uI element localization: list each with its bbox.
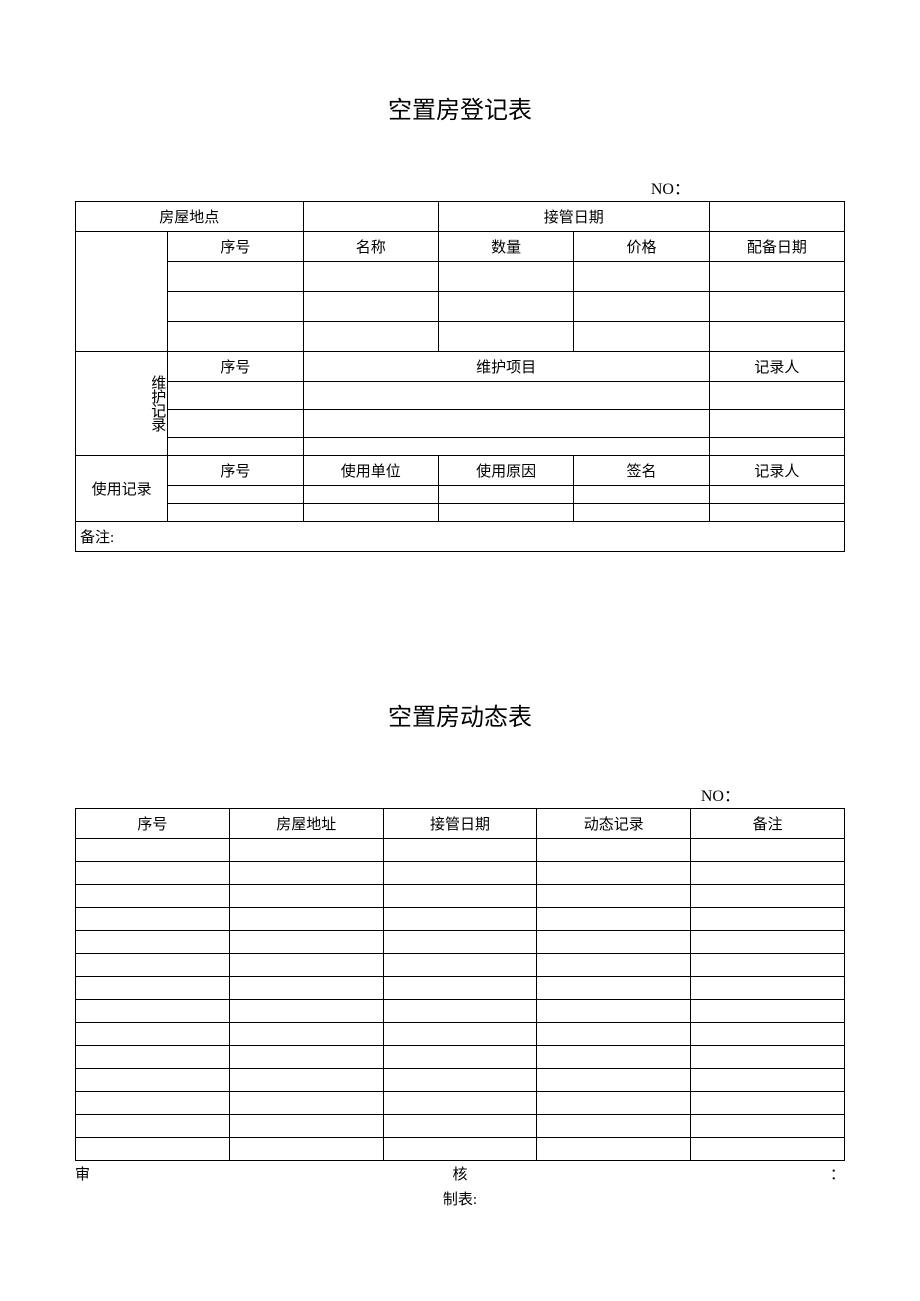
dyn-seq: 序号 (76, 809, 230, 839)
use-recorder: 记录人 (709, 456, 844, 486)
audit-b: 核 (452, 1163, 467, 1184)
dyn-row (76, 1092, 845, 1115)
dyn-row (76, 1046, 845, 1069)
takeover-label: 接管日期 (438, 202, 709, 232)
location-value (303, 202, 438, 232)
equip-qty: 数量 (438, 232, 573, 262)
location-label: 房屋地点 (76, 202, 304, 232)
dyn-row (76, 1115, 845, 1138)
dyn-row (76, 977, 845, 1000)
dyn-row (76, 908, 845, 931)
maint-row (76, 410, 845, 438)
use-header-row: 使用记录 序号 使用单位 使用原因 签名 记录人 (76, 456, 845, 486)
dyn-row (76, 1069, 845, 1092)
maint-section-label: 维护记录 (76, 352, 168, 456)
dyn-record: 动态记录 (537, 809, 691, 839)
maint-row (76, 382, 845, 410)
use-seq: 序号 (168, 456, 303, 486)
dyn-row (76, 862, 845, 885)
maint-row (76, 438, 845, 456)
remarks-row: 备注: (76, 522, 845, 552)
registration-table: 房屋地点 接管日期 序号 名称 数量 价格 配备日期 维护记录 序号 维护项目 … (75, 201, 845, 552)
form2-title: 空置房动态表 (75, 697, 845, 732)
takeover-value (709, 202, 844, 232)
equip-section-label (76, 232, 168, 352)
footer-audit: 审 核 ： (75, 1161, 845, 1186)
equip-row (76, 262, 845, 292)
equip-date: 配备日期 (709, 232, 844, 262)
row-location: 房屋地点 接管日期 (76, 202, 845, 232)
maint-seq: 序号 (168, 352, 303, 382)
use-unit: 使用单位 (303, 456, 438, 486)
dyn-row (76, 885, 845, 908)
dyn-takeover: 接管日期 (383, 809, 537, 839)
equip-price: 价格 (574, 232, 709, 262)
remarks-label: 备注: (76, 522, 845, 552)
use-row (76, 504, 845, 522)
maint-recorder: 记录人 (709, 352, 844, 382)
footer-maker: 制表: (75, 1186, 845, 1211)
form1-no-label: NO： (75, 175, 845, 199)
equip-header-row: 序号 名称 数量 价格 配备日期 (76, 232, 845, 262)
audit-colon: ： (830, 1163, 845, 1184)
maint-project: 维护项目 (303, 352, 709, 382)
dyn-row (76, 839, 845, 862)
dyn-row (76, 931, 845, 954)
maint-header-row: 维护记录 序号 维护项目 记录人 (76, 352, 845, 382)
equip-seq: 序号 (168, 232, 303, 262)
use-reason: 使用原因 (438, 456, 573, 486)
audit-a: 审 (75, 1163, 90, 1184)
form2-no-label: NO： (75, 782, 845, 806)
use-section-label: 使用记录 (76, 456, 168, 522)
equip-name: 名称 (303, 232, 438, 262)
form1-title: 空置房登记表 (75, 90, 845, 125)
dyn-remarks: 备注 (691, 809, 845, 839)
dyn-row (76, 1000, 845, 1023)
dynamic-table: 序号 房屋地址 接管日期 动态记录 备注 (75, 808, 845, 1161)
dyn-row (76, 1023, 845, 1046)
use-sign: 签名 (574, 456, 709, 486)
dyn-addr: 房屋地址 (229, 809, 383, 839)
equip-row (76, 322, 845, 352)
dyn-header-row: 序号 房屋地址 接管日期 动态记录 备注 (76, 809, 845, 839)
dyn-row (76, 1138, 845, 1161)
use-row (76, 486, 845, 504)
equip-row (76, 292, 845, 322)
dyn-row (76, 954, 845, 977)
